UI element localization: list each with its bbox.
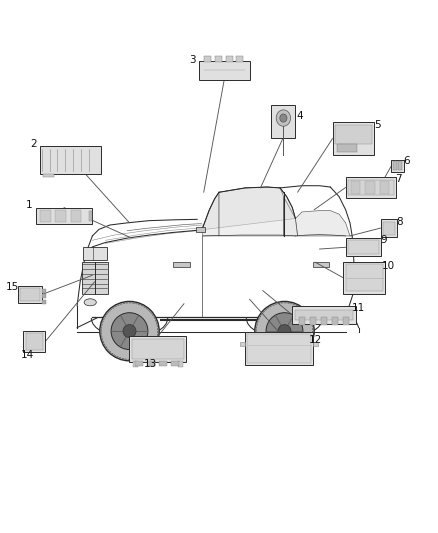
Bar bbox=[383, 222, 395, 235]
Text: 1: 1 bbox=[26, 200, 32, 211]
Bar bbox=[346, 264, 383, 292]
Bar bbox=[147, 361, 155, 366]
Text: 5: 5 bbox=[374, 119, 380, 130]
Bar bbox=[245, 332, 313, 365]
Text: 8: 8 bbox=[396, 217, 403, 227]
Bar bbox=[393, 161, 397, 170]
Bar bbox=[392, 159, 404, 172]
Bar bbox=[332, 317, 338, 325]
Text: 4: 4 bbox=[297, 111, 303, 121]
Bar bbox=[240, 342, 245, 346]
Bar bbox=[204, 56, 211, 62]
Bar bbox=[351, 181, 360, 195]
Text: 6: 6 bbox=[403, 156, 410, 166]
Bar bbox=[71, 210, 81, 222]
Bar bbox=[380, 181, 389, 195]
Bar bbox=[348, 240, 379, 254]
Bar bbox=[43, 174, 54, 177]
Bar bbox=[20, 288, 40, 301]
Bar bbox=[335, 125, 372, 144]
Circle shape bbox=[266, 313, 303, 350]
Polygon shape bbox=[202, 192, 219, 236]
Bar bbox=[130, 336, 186, 362]
Bar bbox=[83, 247, 107, 260]
Bar bbox=[313, 342, 318, 346]
Bar bbox=[321, 317, 327, 325]
Text: 3: 3 bbox=[190, 54, 196, 64]
Bar bbox=[89, 211, 92, 221]
Bar bbox=[292, 306, 356, 324]
Bar bbox=[40, 147, 101, 174]
Ellipse shape bbox=[276, 110, 290, 126]
Bar bbox=[35, 207, 92, 224]
Bar bbox=[55, 210, 66, 222]
Bar bbox=[82, 262, 108, 294]
Polygon shape bbox=[219, 187, 284, 236]
Bar bbox=[226, 56, 233, 62]
Bar bbox=[343, 317, 349, 325]
Bar bbox=[42, 289, 46, 293]
Bar bbox=[346, 238, 381, 256]
Bar bbox=[365, 181, 375, 195]
Bar bbox=[132, 338, 184, 359]
Bar bbox=[40, 210, 51, 222]
Bar bbox=[18, 286, 42, 303]
Text: 13: 13 bbox=[143, 359, 157, 369]
Circle shape bbox=[123, 325, 136, 337]
Ellipse shape bbox=[84, 299, 96, 306]
Bar bbox=[23, 331, 45, 352]
Circle shape bbox=[111, 313, 148, 350]
Text: 11: 11 bbox=[352, 303, 365, 313]
Bar bbox=[399, 161, 402, 170]
Bar bbox=[313, 262, 329, 267]
Bar bbox=[348, 180, 394, 195]
Bar bbox=[381, 220, 397, 237]
Bar bbox=[294, 310, 353, 320]
Bar bbox=[171, 361, 179, 366]
Text: 12: 12 bbox=[308, 335, 321, 345]
Text: 14: 14 bbox=[21, 350, 35, 360]
Bar bbox=[237, 56, 244, 62]
Text: 2: 2 bbox=[30, 139, 37, 149]
Polygon shape bbox=[284, 197, 297, 236]
Bar bbox=[177, 361, 183, 367]
Bar bbox=[215, 56, 222, 62]
Polygon shape bbox=[295, 211, 350, 236]
Bar bbox=[299, 317, 305, 325]
Bar bbox=[135, 361, 143, 366]
Circle shape bbox=[100, 302, 159, 361]
Text: 7: 7 bbox=[396, 174, 402, 184]
Bar bbox=[42, 294, 46, 298]
Polygon shape bbox=[201, 187, 295, 230]
Bar bbox=[133, 361, 138, 367]
Bar bbox=[343, 262, 385, 294]
Bar bbox=[173, 262, 190, 267]
Bar bbox=[310, 317, 316, 325]
Bar bbox=[346, 177, 396, 198]
Text: 9: 9 bbox=[381, 235, 387, 245]
Circle shape bbox=[255, 302, 314, 361]
Bar bbox=[332, 123, 374, 155]
Circle shape bbox=[278, 325, 291, 337]
Bar bbox=[159, 361, 167, 366]
Bar bbox=[337, 144, 357, 152]
Ellipse shape bbox=[280, 114, 287, 122]
Text: 15: 15 bbox=[6, 282, 20, 293]
Bar bbox=[199, 61, 250, 79]
Bar bbox=[196, 227, 205, 232]
Bar bbox=[42, 300, 46, 304]
Bar bbox=[25, 333, 43, 350]
Text: 10: 10 bbox=[381, 261, 395, 271]
Bar bbox=[272, 105, 295, 138]
Bar bbox=[247, 334, 311, 362]
